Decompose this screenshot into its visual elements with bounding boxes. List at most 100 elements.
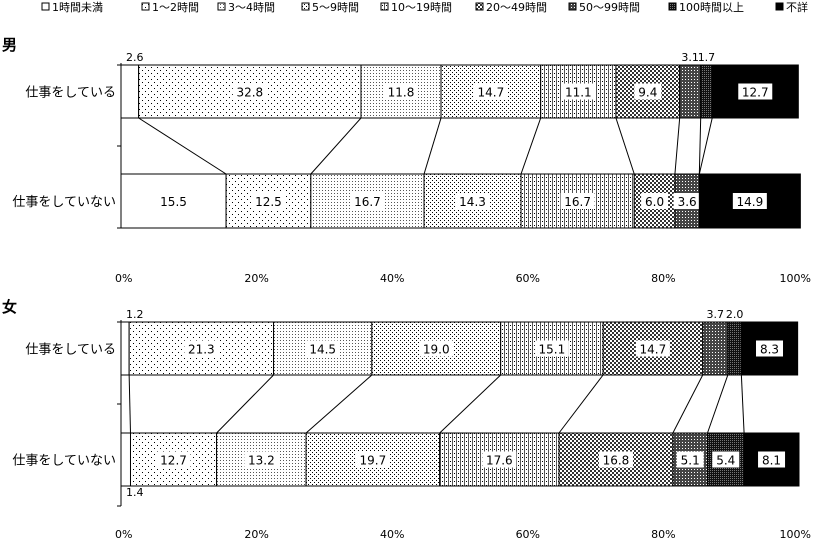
data-label: 32.8 — [236, 86, 263, 100]
bar-segment — [120, 64, 140, 119]
data-label-bg — [634, 83, 662, 100]
data-label: 14.7 — [640, 343, 667, 357]
data-label: 19.7 — [360, 454, 387, 468]
connector-line — [439, 374, 502, 434]
data-label-bg — [676, 451, 704, 468]
data-label: 8.3 — [760, 343, 779, 357]
data-label-bg — [305, 340, 340, 357]
connector-line — [698, 117, 702, 175]
legend-swatch — [301, 2, 310, 11]
x-tick-label: 60% — [516, 528, 540, 540]
data-label: 13.2 — [248, 454, 275, 468]
data-label: 16.8 — [603, 454, 630, 468]
data-label: 5.1 — [681, 454, 700, 468]
legend-label: 3～4時間 — [228, 1, 275, 14]
connector-line — [615, 117, 635, 175]
data-label-bg — [758, 451, 786, 468]
data-label: 16.7 — [354, 195, 381, 209]
legend-label: 5～9時間 — [312, 1, 359, 14]
data-label-bg — [251, 193, 286, 209]
legend-label: 20～49時間 — [486, 1, 547, 14]
data-label-bg — [641, 193, 669, 209]
legend-swatch — [41, 2, 50, 11]
bar-segment — [120, 432, 131, 487]
x-tick-label: 20% — [244, 272, 268, 285]
connector-line — [520, 117, 542, 175]
legend-swatch — [380, 2, 389, 11]
connector-line — [138, 117, 227, 175]
data-label: 14.5 — [309, 343, 336, 357]
data-label: 3.7 — [707, 308, 725, 321]
data-label-bg — [534, 340, 569, 357]
legend-label: 1時間未満 — [52, 1, 103, 14]
data-label: 19.0 — [423, 343, 450, 357]
x-tick-label: 20% — [244, 528, 268, 540]
data-label-bg — [473, 83, 508, 100]
bar-segment — [700, 64, 713, 119]
x-tick-label: 60% — [516, 272, 540, 285]
legend-label: 50～99時間 — [579, 1, 640, 14]
legend-swatch — [775, 2, 784, 11]
data-label-bg — [560, 193, 595, 209]
bar-segment — [702, 321, 729, 376]
data-label-bg — [712, 451, 740, 468]
data-label-bg — [756, 340, 784, 357]
data-label-bg — [482, 451, 517, 468]
connector-line — [310, 117, 362, 175]
data-label: 14.3 — [459, 195, 486, 209]
data-label: 12.7 — [160, 454, 187, 468]
data-label: 12.7 — [742, 86, 769, 100]
data-label: 2.0 — [726, 308, 744, 321]
data-label-bg — [419, 340, 454, 357]
data-label: 6.0 — [645, 195, 664, 209]
connector-line — [423, 117, 442, 175]
panel-male: 男 0% 20% 40% 60% 80% 100% 仕事をしている 2.6 32.8 11.8 14.… — [2, 36, 811, 285]
bar-segment — [679, 64, 702, 119]
data-label-bg — [355, 451, 390, 468]
bar-segment — [727, 321, 742, 376]
panel-title: 女 — [2, 298, 17, 316]
panel-female: 女 0% 20% 40% 60% 80% 100% 仕事をしている 1.2 21.3 14.5 19.… — [2, 298, 811, 540]
legend-swatch — [141, 2, 150, 11]
data-label-bg — [232, 83, 267, 100]
x-tick-label: 0% — [115, 272, 132, 285]
data-label-bg — [350, 193, 385, 209]
data-label-bg — [156, 193, 191, 209]
data-label: 3.6 — [678, 195, 697, 209]
connector-line — [674, 117, 681, 175]
category-label: 仕事をしていない — [12, 195, 116, 210]
connector-line — [698, 117, 713, 175]
x-tick-label: 0% — [115, 528, 132, 540]
data-label: 12.5 — [255, 195, 282, 209]
data-label: 5.4 — [716, 454, 735, 468]
connector-line — [740, 374, 745, 434]
data-label-bg — [561, 83, 596, 100]
connector-line — [216, 374, 274, 434]
data-label: 1.4 — [126, 486, 144, 499]
data-label: 17.6 — [486, 454, 513, 468]
connector-line — [672, 374, 704, 434]
data-label-bg — [673, 193, 701, 209]
data-label: 15.1 — [539, 343, 566, 357]
x-tick-label: 100% — [780, 272, 811, 285]
data-label: 11.1 — [565, 86, 592, 100]
data-label-bg — [738, 83, 773, 100]
data-label: 3.1 — [681, 51, 699, 64]
data-label: 21.3 — [188, 343, 215, 357]
data-label-bg — [184, 340, 219, 357]
data-label: 1.2 — [126, 308, 144, 321]
category-label: 仕事をしている — [25, 86, 116, 101]
bar-segment — [120, 321, 130, 376]
category-label: 仕事をしていない — [12, 454, 116, 469]
data-label: 15.5 — [160, 195, 187, 209]
connector-line — [305, 374, 373, 434]
data-label: 16.7 — [564, 195, 591, 209]
data-label: 9.4 — [638, 86, 657, 100]
data-label-bg — [455, 193, 490, 209]
connector-line — [706, 374, 729, 434]
legend-swatch — [668, 2, 677, 11]
data-label-bg — [598, 451, 633, 468]
legend-swatch — [568, 2, 577, 11]
data-label: 11.8 — [388, 86, 415, 100]
